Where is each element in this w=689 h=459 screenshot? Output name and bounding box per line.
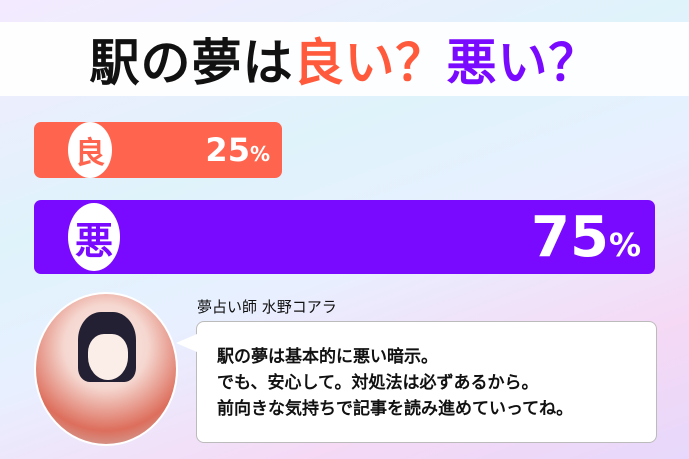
good-badge: 良 <box>68 122 112 178</box>
title-good: 良い？ <box>293 34 447 92</box>
good-percent-unit: % <box>249 142 270 166</box>
title-subject: 駅の夢は <box>89 34 294 92</box>
bad-result-bar: 悪 75% <box>34 200 655 274</box>
good-percent: 25% <box>205 131 270 169</box>
good-result-bar: 良 25% <box>34 122 282 178</box>
advisor-name: 夢占い師 水野コアラ <box>197 298 337 316</box>
good-percent-value: 25 <box>205 131 250 169</box>
message-line: 前向きな気持ちで記事を読み進めていってね。 <box>217 399 574 419</box>
title-bad: 悪い？ <box>446 34 600 92</box>
bad-percent: 75% <box>531 205 641 270</box>
speech-bubble: 駅の夢は基本的に悪い暗示。 でも、安心して。対処法は必ずあるから。 前向きな気持… <box>196 321 657 443</box>
fortune-teller-avatar <box>34 292 178 446</box>
bad-percent-unit: % <box>608 225 641 264</box>
message-line: でも、安心して。対処法は必ずあるから。 <box>217 373 539 393</box>
message-line: 駅の夢は基本的に悪い暗示。 <box>217 347 438 367</box>
bad-badge: 悪 <box>68 203 120 271</box>
avatar-face <box>88 334 128 380</box>
page-title: 駅の夢は 良い？ 悪い？ <box>0 22 689 96</box>
speech-bubble-tail <box>176 334 197 352</box>
bad-percent-value: 75 <box>531 204 609 270</box>
